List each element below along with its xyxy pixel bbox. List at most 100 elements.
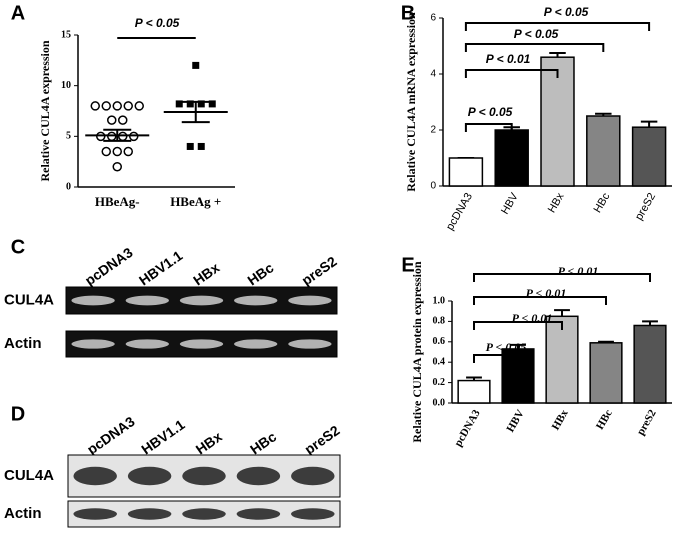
y-tick-label: 2 (430, 125, 436, 136)
significance-bracket (464, 69, 559, 78)
y-tick-label: 4 (430, 69, 436, 80)
y-tick-label: 10 (61, 80, 71, 91)
bar (631, 126, 667, 187)
lane-label: preS2 (301, 422, 342, 458)
x-tick-label: preS2 (635, 407, 659, 437)
lane-label: HBc (247, 428, 279, 457)
data-point (112, 146, 122, 157)
significance-label: P < 0.01 (558, 264, 599, 278)
y-tick-label: 0 (66, 181, 71, 192)
panel-letter: E (401, 254, 414, 276)
error-bar (640, 120, 658, 128)
data-point (208, 100, 216, 108)
band (71, 295, 115, 306)
significance-label: P < 0.01 (526, 286, 567, 300)
bar (586, 115, 621, 187)
data-point (129, 131, 139, 142)
data-point (197, 100, 205, 108)
data-point (123, 146, 133, 157)
band (127, 508, 172, 520)
significance-bracket (473, 273, 651, 282)
band (125, 295, 169, 306)
y-tick-label: 15 (61, 29, 71, 40)
y-tick-label: 6 (430, 13, 436, 24)
lane-label: HBc (244, 259, 276, 288)
lane-label: HBV1.1 (138, 416, 188, 457)
band (125, 339, 169, 349)
significance-label: P < 0.01 (512, 311, 553, 325)
data-point (118, 115, 128, 125)
data-point (112, 101, 122, 111)
y-tick-label: 0.8 (433, 316, 446, 327)
significance-bracket (464, 22, 651, 31)
significance-label: P < 0.05 (468, 105, 513, 119)
data-point (175, 100, 183, 108)
x-tick-label: HBeAg- (95, 194, 140, 209)
significance-label: P < 0.05 (514, 27, 559, 41)
significance-bracket (464, 123, 513, 132)
x-tick-label: HBc (592, 191, 613, 215)
band (234, 295, 278, 306)
band (236, 466, 281, 486)
y-tick-label: 0.2 (433, 377, 446, 388)
sem-bar (181, 100, 210, 124)
data-point (101, 101, 111, 111)
data-point (107, 115, 117, 125)
panel-letter: A (11, 2, 25, 24)
y-tick-label: 0.4 (433, 356, 446, 367)
lane-label: HBx (193, 428, 225, 457)
band (73, 508, 117, 520)
band (182, 508, 226, 520)
bar (494, 129, 529, 187)
band (71, 339, 115, 349)
x-tick-label: HBV (499, 190, 521, 216)
x-tick-label: HBeAg + (170, 194, 221, 209)
lane-label: pcDNA3 (82, 244, 136, 288)
bar (633, 324, 667, 404)
x-tick-label: preS2 (633, 191, 658, 222)
band (291, 466, 335, 486)
band (179, 295, 224, 306)
band (291, 508, 335, 520)
bar (448, 157, 484, 187)
row-label: CUL4A (4, 291, 54, 308)
significance-bracket (473, 354, 519, 363)
y-tick-label: 5 (66, 131, 71, 142)
band (288, 295, 332, 306)
band (234, 339, 278, 349)
x-tick-label: pcDNA3 (452, 407, 483, 448)
lane-label: HBV1.1 (136, 247, 186, 288)
sem-bar (103, 128, 132, 142)
significance-label: P < 0.05 (486, 340, 527, 354)
significance-label: P < 0.01 (486, 52, 531, 66)
data-point (107, 131, 117, 142)
lane-label: HBx (190, 259, 222, 288)
lane-label: pcDNA3 (84, 413, 138, 457)
data-point (123, 101, 133, 111)
x-tick-label: HBc (594, 408, 615, 432)
y-axis-label: Relative CUL4A protein expression (410, 261, 424, 443)
data-point (118, 131, 128, 142)
data-point (197, 142, 205, 150)
row-label: CUL4A (4, 467, 54, 484)
bar (589, 342, 623, 404)
x-tick-label: HBV (504, 408, 526, 435)
bar (545, 315, 579, 404)
data-point (186, 142, 194, 150)
significance-bracket (473, 296, 607, 305)
y-axis-label: Relative CUL4A expression (38, 40, 52, 181)
significance-label: P < 0.05 (544, 5, 589, 19)
band (182, 466, 226, 486)
bar (457, 379, 491, 404)
y-tick-label: 0 (430, 181, 436, 192)
data-point (90, 101, 100, 111)
significance-bracket (473, 321, 563, 330)
lane-label: preS2 (299, 253, 340, 289)
band (288, 339, 332, 349)
error-bar (554, 309, 570, 317)
data-point (101, 146, 111, 157)
y-tick-label: 0.6 (433, 336, 446, 347)
panel-letter: D (11, 403, 25, 425)
band (179, 339, 224, 349)
